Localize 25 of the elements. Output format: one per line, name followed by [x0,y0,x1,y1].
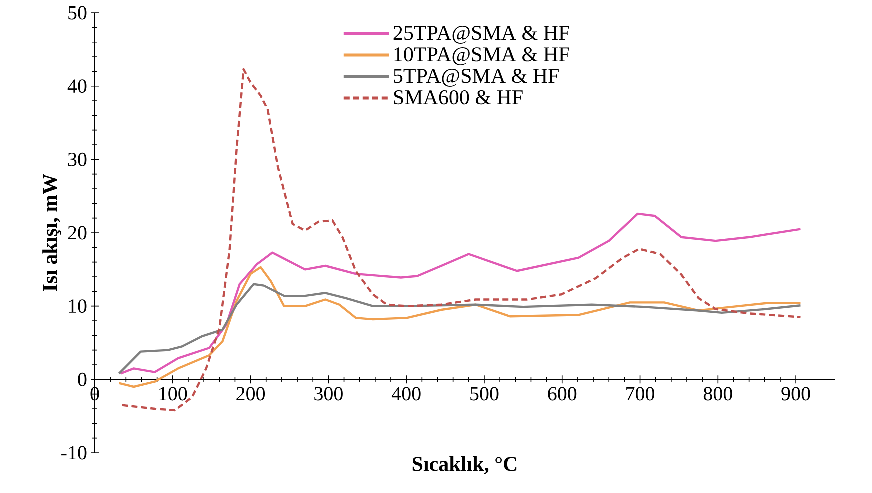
x-axis-title: Sıcaklık, °C [412,456,517,474]
x-tick-label: 500 [470,387,499,401]
legend-label: SMA600 & HF [394,90,523,105]
y-tick-label: 20 [68,226,87,240]
legend-label: 5TPA@SMA & HF [394,68,559,87]
line-series [120,212,802,375]
x-tick-label: 300 [314,387,343,401]
x-tick-label: 900 [782,387,810,401]
legend-label: 25TPA@SMA & HF [394,26,570,44]
y-tick-label: -10 [62,446,87,460]
x-tick-label: 200 [236,387,266,401]
y-tick-label: 30 [68,152,87,166]
line-series [118,266,802,388]
x-tick-label: 100 [160,387,188,401]
x-tick-label: 600 [548,387,577,401]
line-series [118,283,802,375]
y-tick-label: 0 [78,372,87,386]
x-tick-label: 400 [392,387,421,401]
x-tick-label: 800 [704,387,732,401]
x-tick-label: 700 [626,387,655,401]
y-tick-label: 50 [68,6,87,20]
y-tick-label: 10 [69,300,87,314]
y-tick-label: 40 [68,80,87,94]
legend-label: 10TPA@SMA & HF [394,47,570,66]
y-axis-title: Isı akışı, mW [42,174,62,292]
